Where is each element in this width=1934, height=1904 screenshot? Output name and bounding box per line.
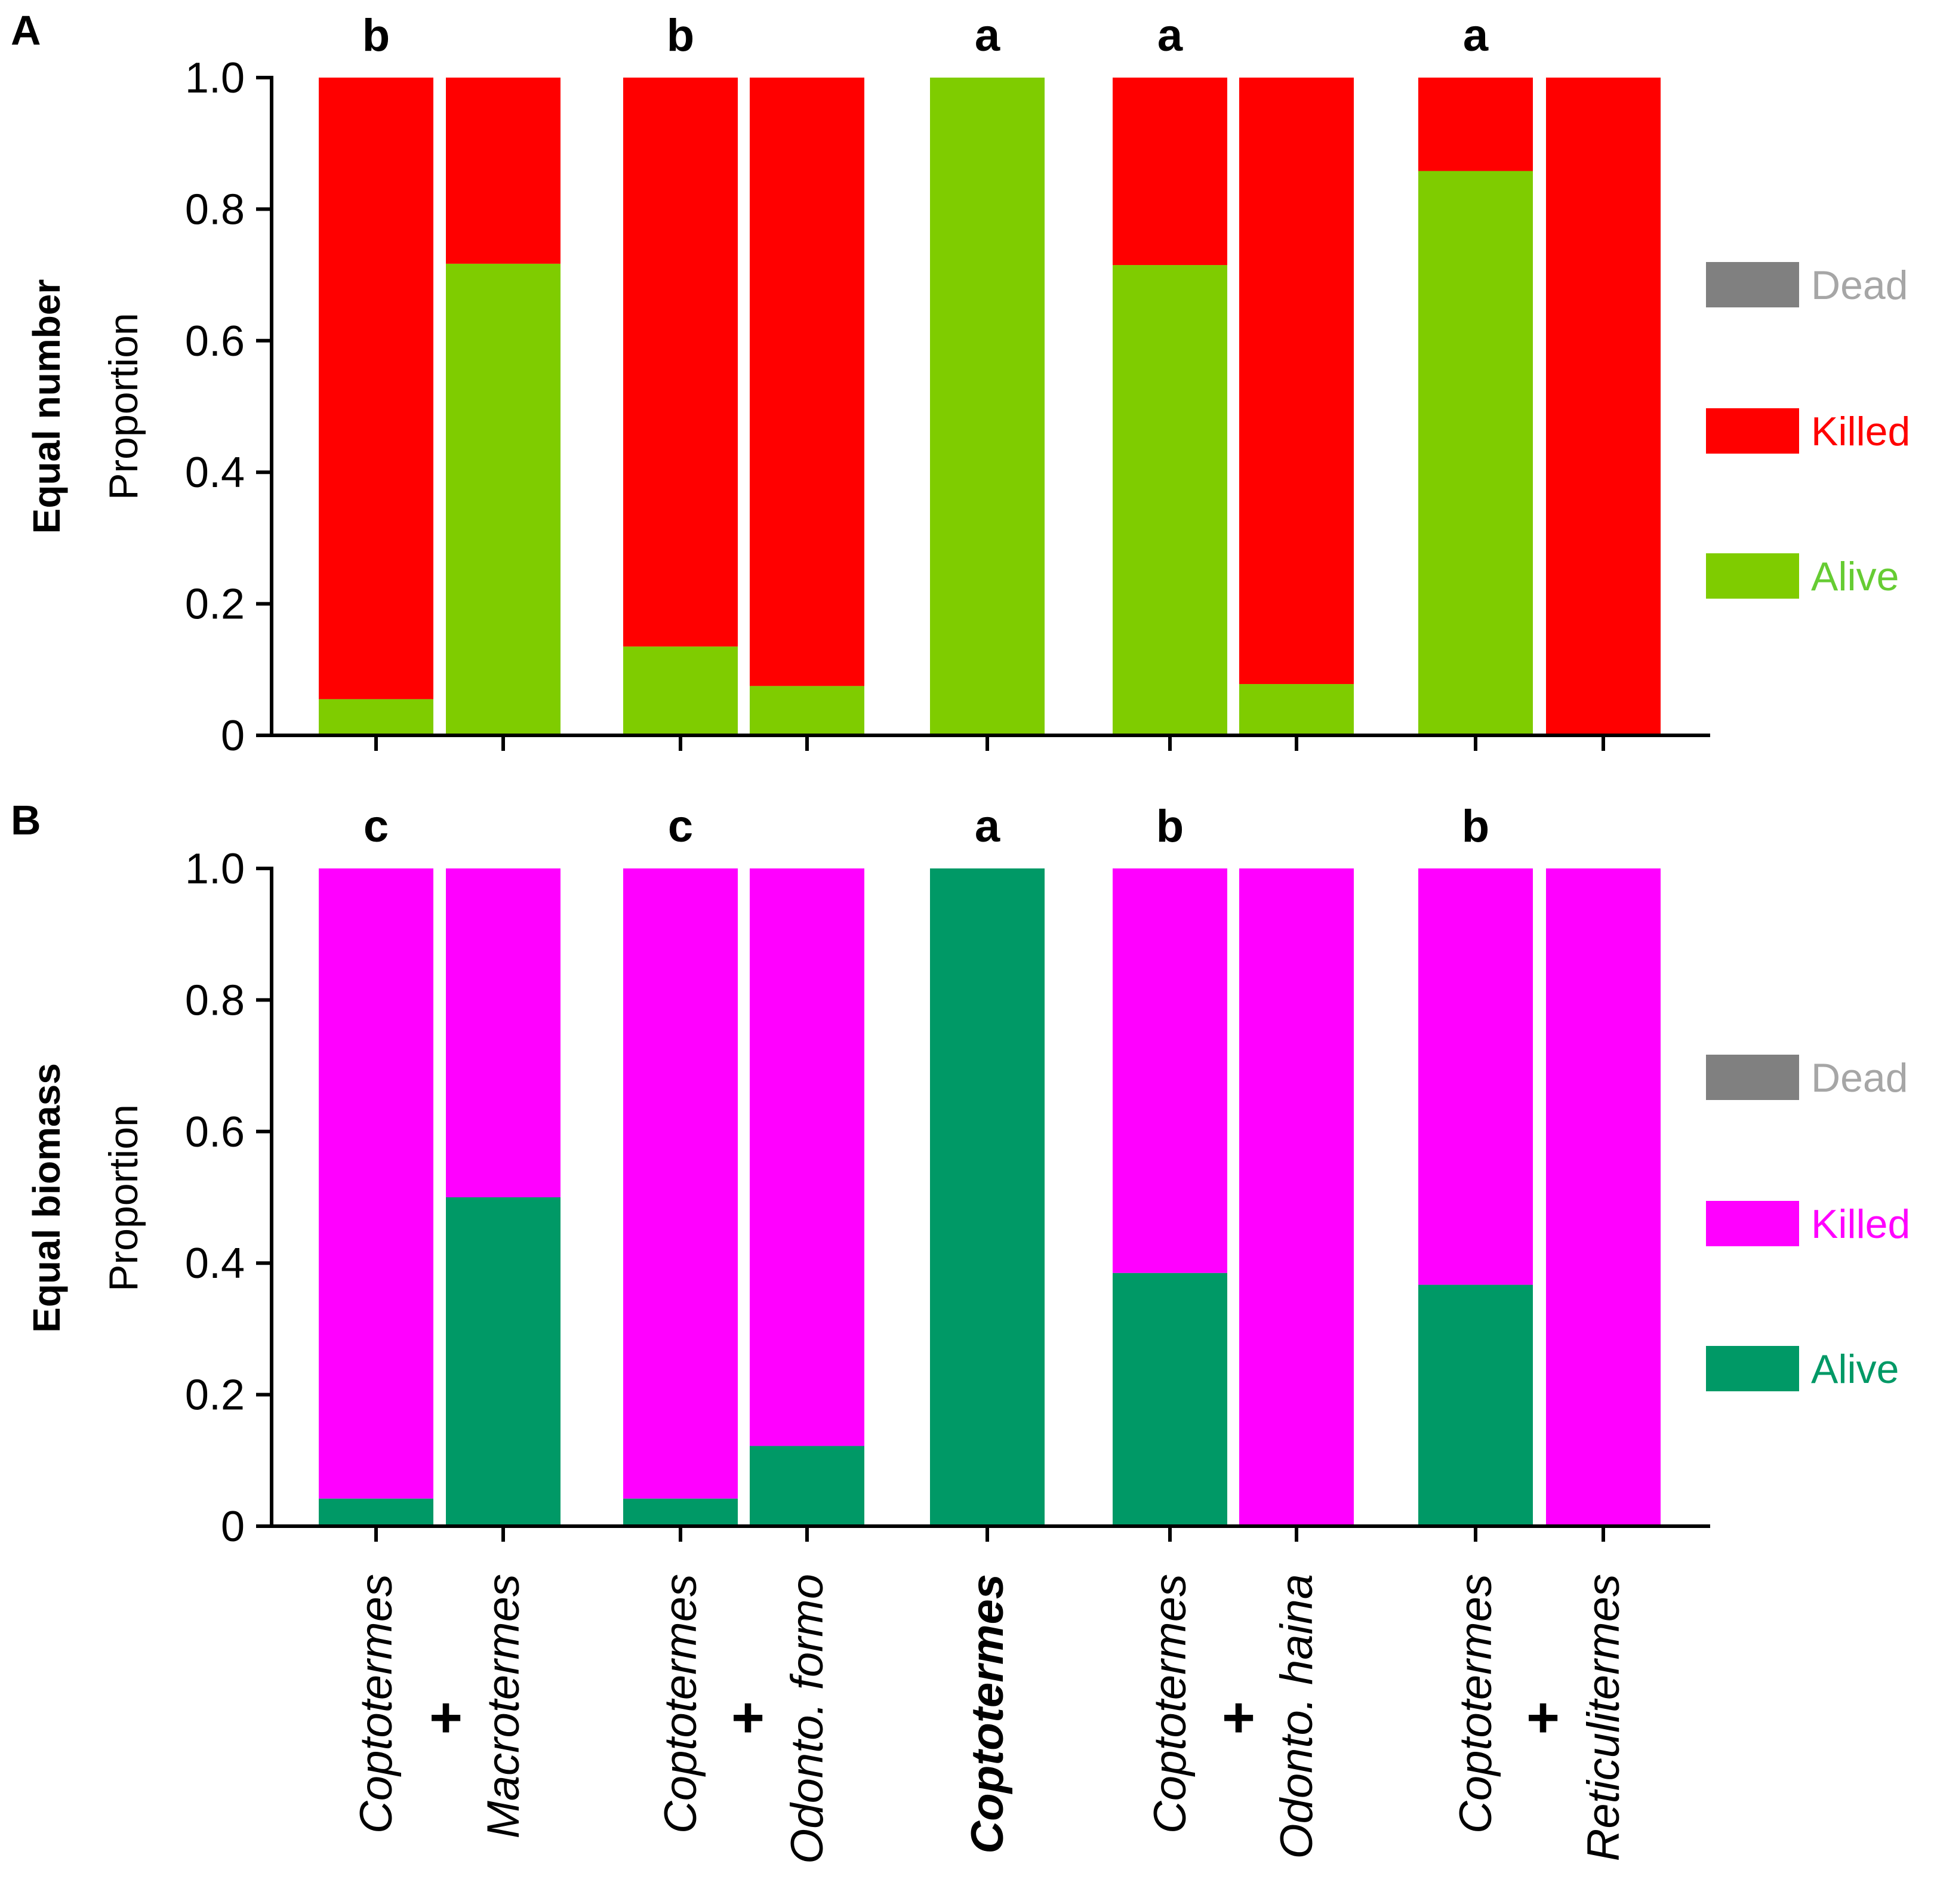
significance-letter: b <box>1462 801 1489 852</box>
plus-sign: + <box>731 1686 765 1749</box>
bar-alive-6 <box>1113 1273 1227 1526</box>
significance-letter: c <box>668 801 693 852</box>
bar-killed-3 <box>623 868 738 1499</box>
bar-killed-6 <box>1113 868 1227 1273</box>
bar-alive-5 <box>930 868 1045 1526</box>
legend-swatch-dead <box>1706 1055 1799 1100</box>
legend-swatch-alive <box>1706 553 1799 599</box>
category-labels: Coptotermes Macrotermes Coptotermes Odonto.… <box>351 1574 1629 1864</box>
category-label: Macrotermes <box>478 1574 529 1838</box>
legend-label-killed: Killed <box>1811 1201 1910 1247</box>
bar-killed-4 <box>750 78 864 686</box>
plus-sign: + <box>1526 1686 1560 1749</box>
y-tick-label: 0.2 <box>185 581 245 628</box>
bar-alive-6 <box>1113 265 1227 735</box>
bar-alive-4 <box>750 686 864 735</box>
y-tick-label: 1.0 <box>185 845 245 893</box>
bar-alive-4 <box>750 1446 864 1526</box>
y-tick-label: 0.6 <box>185 318 245 365</box>
significance-letter: c <box>364 801 389 852</box>
category-label: Odonto. haina <box>1271 1574 1322 1859</box>
bar-alive-7 <box>1239 684 1354 735</box>
category-label: Coptotermes <box>655 1574 706 1834</box>
bar-alive-1 <box>319 699 433 735</box>
bar-alive-8 <box>1418 171 1533 735</box>
legend-label-dead: Dead <box>1811 263 1908 308</box>
y-tick-label: 1.0 <box>185 54 245 102</box>
bar-killed-3 <box>623 78 738 647</box>
plus-sign: + <box>429 1686 463 1749</box>
bar-killed-8 <box>1418 78 1533 171</box>
plus-sign: + <box>1222 1686 1255 1749</box>
bar-alive-1 <box>319 1498 433 1526</box>
significance-letter: a <box>975 10 1000 61</box>
category-label: Coptotermes <box>1450 1574 1501 1834</box>
bar-killed-9 <box>1546 868 1661 1526</box>
panel-b: B Equal biomass Proportion 0 0.2 0.4 0.6 0.8 1.0… <box>11 797 1910 1551</box>
legend-swatch-killed <box>1706 408 1799 454</box>
y-tick-label: 0.4 <box>185 449 245 497</box>
bar-alive-3 <box>623 1498 738 1526</box>
legend-swatch-dead <box>1706 262 1799 307</box>
category-label: Coptotermes <box>962 1574 1013 1854</box>
legend-label-alive: Alive <box>1811 554 1899 599</box>
significance-letter: a <box>1463 10 1489 61</box>
y-tick-label: 0.8 <box>185 976 245 1024</box>
legend-label-dead: Dead <box>1811 1055 1908 1101</box>
bar-killed-6 <box>1113 78 1227 266</box>
category-label: Coptotermes <box>1145 1574 1196 1834</box>
panel-title: Equal number <box>25 279 68 534</box>
panel-title: Equal biomass <box>25 1063 68 1333</box>
category-label: Odonto. formo <box>782 1574 833 1864</box>
y-tick-label: 0.4 <box>185 1240 245 1287</box>
bar-alive-8 <box>1418 1284 1533 1526</box>
category-label: Coptotermes <box>351 1574 402 1834</box>
legend-label-alive: Alive <box>1811 1347 1899 1392</box>
category-label: Reticulitermes <box>1578 1574 1629 1861</box>
bar-alive-2 <box>446 1197 561 1526</box>
bar-killed-4 <box>750 868 864 1446</box>
panel-label: B <box>11 797 41 843</box>
legend-swatch-killed <box>1706 1201 1799 1246</box>
y-tick-label: 0.8 <box>185 186 245 233</box>
y-tick-label: 0 <box>221 1503 245 1551</box>
bar-killed-9 <box>1546 78 1661 735</box>
bar-alive-2 <box>446 263 561 736</box>
y-tick-label: 0.6 <box>185 1108 245 1156</box>
bar-killed-2 <box>446 868 561 1197</box>
significance-letter: b <box>362 10 390 61</box>
significance-letter: b <box>667 10 694 61</box>
bar-killed-7 <box>1239 868 1354 1526</box>
bar-killed-1 <box>319 868 433 1499</box>
y-tick-label: 0.2 <box>185 1372 245 1419</box>
bar-killed-1 <box>319 78 433 700</box>
panel-label: A <box>11 7 41 54</box>
significance-letter: b <box>1156 801 1184 852</box>
legend-label-killed: Killed <box>1811 409 1910 454</box>
y-axis-label: Proportion <box>101 313 146 500</box>
bar-killed-2 <box>446 78 561 264</box>
significance-letter: a <box>1157 10 1183 61</box>
significance-letter: a <box>975 801 1000 852</box>
bar-killed-8 <box>1418 868 1533 1285</box>
panel-a: A Equal number Proportion 0 0.2 0.4 0.6 0.8 1.0 b… <box>11 7 1910 760</box>
bar-killed-7 <box>1239 78 1354 685</box>
y-tick-label: 0 <box>221 712 245 760</box>
legend-swatch-alive <box>1706 1346 1799 1391</box>
bar-alive-5 <box>930 78 1045 735</box>
bar-alive-3 <box>623 646 738 735</box>
y-axis-label: Proportion <box>101 1104 146 1292</box>
